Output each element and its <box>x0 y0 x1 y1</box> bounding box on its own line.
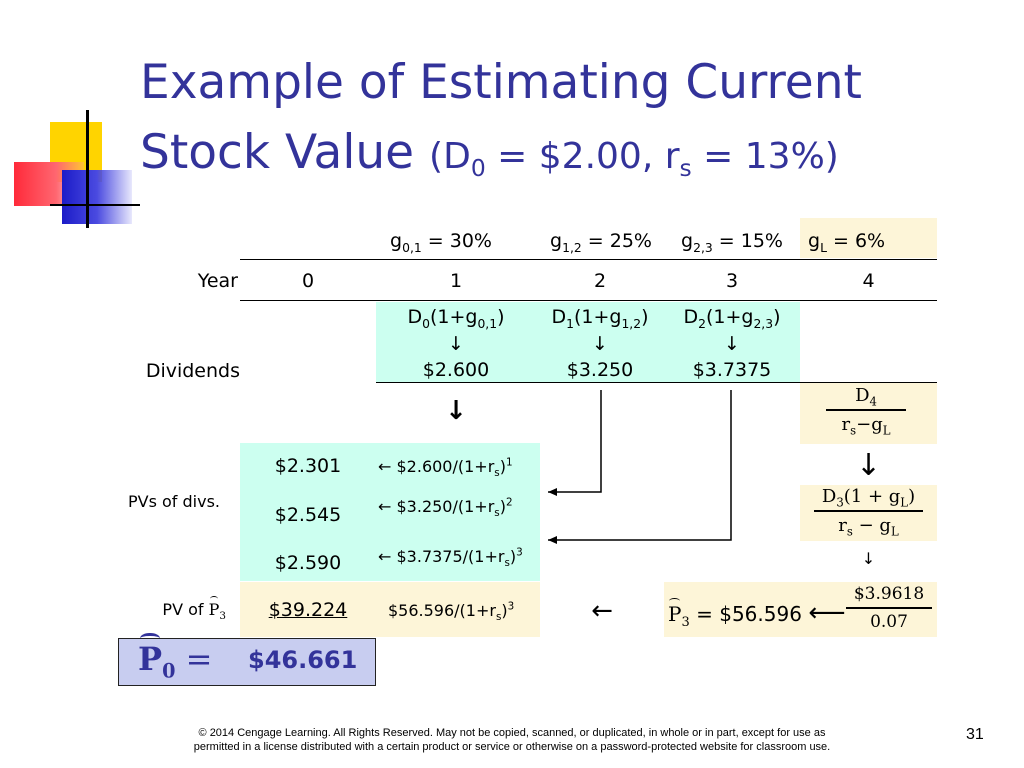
title-parameters: (D0 = $2.00, rs = 13%) <box>429 136 839 183</box>
pvs-label: PVs of divs. <box>127 492 220 511</box>
pv-p3-label: PV of P3 <box>162 596 226 623</box>
year-0: 0 <box>301 270 315 292</box>
p0-symbol: P0 = <box>138 633 213 683</box>
growth-g23: g2,3 = 15% <box>681 230 783 255</box>
rule-1 <box>240 259 937 260</box>
year-2: 2 <box>593 270 607 292</box>
pv-value-3: $2.590 <box>274 552 342 574</box>
year-1: 1 <box>449 270 463 292</box>
p0-box <box>118 638 376 686</box>
dividend-value-2: $3.250 <box>566 359 634 381</box>
terminal-formula2-bg <box>800 485 937 541</box>
pv-note-3: ← $3.7375/(1+rs)3 <box>378 546 523 570</box>
page-number: 31 <box>966 726 984 743</box>
growth-g01: g0,1 = 30% <box>390 230 492 255</box>
pv-p3-yellow-bg <box>240 582 540 637</box>
dividend-formula-2: D1(1+g1,2) <box>551 306 649 331</box>
copyright-notice: © 2014 Cengage Learning. All Rights Rese… <box>193 727 831 753</box>
down-arrow-icon: ↓ <box>448 333 464 355</box>
dividend-formula-3: D2(1+g2,3) <box>683 306 781 331</box>
p3-value-yellow-bg <box>664 582 937 637</box>
pv-note-2: ← $3.250/(1+rs)2 <box>378 496 513 520</box>
connector-year3-arrow <box>548 390 732 544</box>
deco-vertical-line <box>86 110 89 228</box>
dividends-label: Dividends <box>145 360 240 382</box>
down-arrow-icon: ↓ <box>861 549 876 568</box>
down-arrow-icon: ↓ <box>855 448 882 483</box>
terminal-value-formula: D4 rs−gL <box>826 385 906 436</box>
down-arrow-icon: ↓ <box>724 333 740 355</box>
growth-g12: g1,2 = 25% <box>550 230 652 255</box>
slide-title-line-1: Example of Estimating Current <box>140 55 862 110</box>
dividend-value-1: $2.600 <box>422 359 490 381</box>
pv-value-1: $2.301 <box>274 455 342 477</box>
pv-value-2: $2.545 <box>274 504 342 526</box>
year-label: Year <box>197 270 238 292</box>
rule-3 <box>376 382 800 383</box>
dividend-formula-1: D0(1+g0,1) <box>407 306 505 331</box>
dividends-cyan-bg <box>376 302 800 382</box>
year-4: 4 <box>862 270 875 292</box>
terminal-formula-bg <box>800 382 937 444</box>
gL-cell-bg <box>800 218 937 258</box>
p3-equation: P3 = $56.596 ⟵ <box>668 598 846 630</box>
pv-note-1: ← $2.600/(1+rs)1 <box>378 456 513 480</box>
connector-year2-arrow <box>548 390 602 496</box>
pvs-cyan-bg <box>240 443 540 581</box>
down-arrow-icon: ↓ <box>445 396 467 426</box>
title-stock-value: Stock Value <box>140 125 415 180</box>
terminal-value-formula-2: D3(1 + gL) rs − gL <box>800 486 937 537</box>
pv-p3-value: $39.224 <box>268 599 348 621</box>
year-3: 3 <box>725 270 739 292</box>
slide-title-line-2: Stock Value (D0 = $2.00, rs = 13%) <box>140 125 839 180</box>
p0-value: $46.661 <box>248 646 358 674</box>
left-arrow-icon: ← <box>591 596 613 626</box>
down-arrow-icon: ↓ <box>592 333 608 355</box>
growth-gL: gL = 6% <box>808 230 886 255</box>
p3-fraction: $3.9618 0.07 <box>846 584 932 632</box>
dividend-value-3: $3.7375 <box>692 359 772 381</box>
deco-horizontal-line <box>50 204 140 206</box>
deco-blue-square <box>62 170 132 224</box>
pv-p3-note: $56.596/(1+rs)3 <box>388 600 515 624</box>
rule-4 <box>800 382 937 383</box>
decorative-logo <box>10 110 140 230</box>
rule-2 <box>240 300 937 301</box>
